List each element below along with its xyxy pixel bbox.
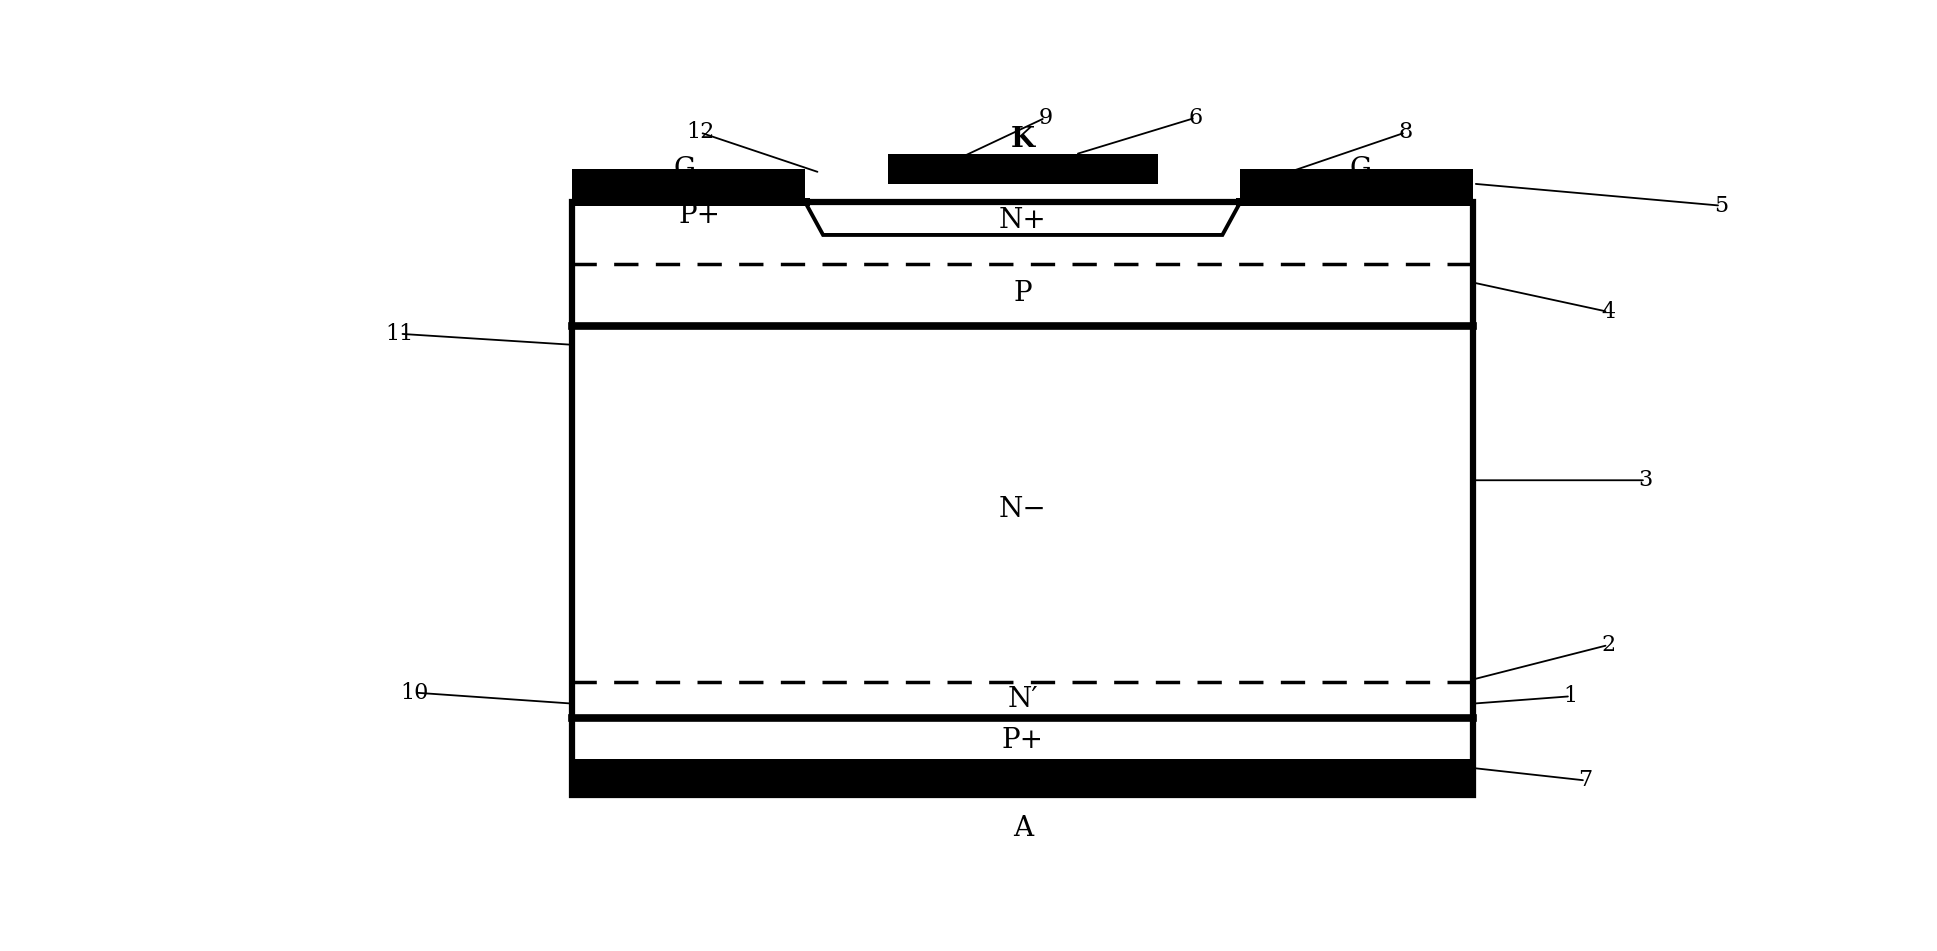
Bar [573, 202, 1472, 795]
Text: 8: 8 [1399, 122, 1412, 144]
Text: P+: P+ [1001, 727, 1044, 754]
Bar [573, 198, 810, 206]
Bar [1236, 198, 1472, 206]
Text: P+: P+ [680, 202, 721, 228]
Text: K: K [1011, 126, 1034, 153]
Text: 6: 6 [1187, 107, 1203, 128]
Text: N+: N+ [999, 206, 1046, 234]
Text: 1: 1 [1563, 686, 1579, 708]
Bar [573, 759, 1472, 795]
Bar [1240, 169, 1472, 202]
Bar [573, 718, 1472, 759]
Text: 10: 10 [401, 682, 428, 704]
Text: N−: N− [999, 496, 1046, 523]
Text: G: G [1350, 156, 1371, 183]
Text: 11: 11 [385, 322, 415, 345]
Bar [573, 678, 1472, 718]
Text: 2: 2 [1602, 634, 1615, 656]
Bar [887, 154, 1158, 184]
Text: 5: 5 [1714, 195, 1728, 217]
Polygon shape [806, 202, 1240, 235]
Text: 7: 7 [1579, 769, 1592, 791]
Bar [573, 202, 1472, 795]
Text: N′: N′ [1007, 687, 1038, 713]
Text: P: P [1013, 280, 1032, 307]
Text: 3: 3 [1639, 469, 1652, 492]
Text: 4: 4 [1602, 301, 1615, 322]
Text: 12: 12 [686, 122, 715, 144]
Text: A: A [1013, 815, 1032, 842]
Bar [573, 169, 806, 202]
Text: 9: 9 [1038, 107, 1052, 128]
Text: G: G [674, 156, 695, 183]
